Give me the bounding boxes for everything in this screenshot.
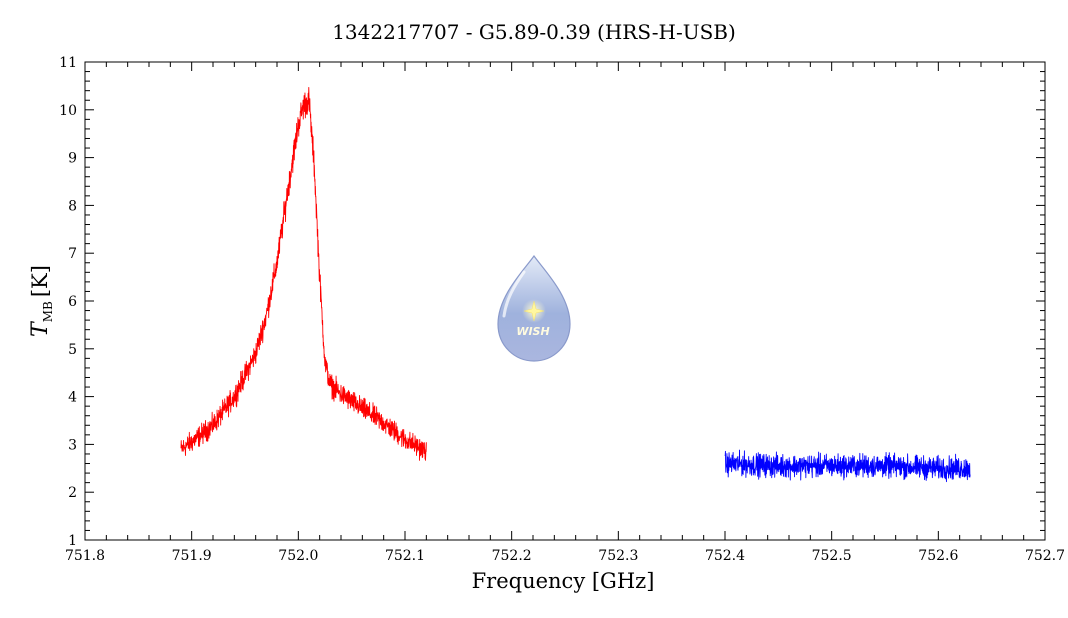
x-axis-label: Frequency [GHz] — [472, 569, 655, 593]
y-tick-label: 9 — [68, 151, 77, 167]
y-tick-label: 3 — [68, 437, 77, 453]
wish-logo: WISH — [497, 254, 571, 362]
x-tick-label: 752.4 — [705, 548, 745, 564]
x-tick-label: 751.9 — [172, 548, 212, 564]
svg-text:TMB[K]: TMB [K] — [28, 265, 55, 337]
chart-title: 1342217707 - G5.89-0.39 (HRS-H-USB) — [332, 20, 736, 44]
x-tick-label: 752.7 — [1025, 548, 1065, 564]
y-axis-label: TMB [K] — [28, 265, 55, 337]
logo-text: WISH — [516, 325, 549, 338]
spectrum-series-1 — [180, 86, 427, 461]
y-tick-label: 11 — [59, 55, 77, 71]
x-tick-label: 752.6 — [918, 548, 958, 564]
y-tick-label: 5 — [68, 342, 77, 358]
x-tick-label: 752.3 — [598, 548, 638, 564]
y-axis-label-symbol: T — [28, 320, 53, 337]
y-tick-label: 4 — [68, 390, 77, 406]
y-tick-label: 7 — [68, 246, 77, 262]
x-tick-label: 751.8 — [65, 548, 105, 564]
y-tick-label: 2 — [68, 485, 77, 501]
x-tick-label: 752.2 — [492, 548, 532, 564]
x-tick-label: 752.5 — [812, 548, 852, 564]
y-tick-label: 6 — [68, 294, 77, 310]
y-axis-label-unit: [K] — [28, 265, 52, 297]
y-tick-label: 1 — [68, 533, 77, 549]
y-tick-label: 8 — [68, 198, 77, 214]
x-axis: 751.8 751.9 752.0 752.1 752.2 752.3 752.4 752.5… — [65, 62, 1065, 564]
series-layer — [180, 86, 971, 483]
y-axis: 1 2 3 4 5 6 7 8 9 10 11 — [59, 55, 1045, 549]
y-tick-label: 10 — [59, 103, 77, 119]
x-tick-label: 752.0 — [278, 548, 318, 564]
y-axis-label-subscript: MB — [41, 301, 55, 322]
spectrum-series-2 — [724, 449, 971, 483]
x-tick-label: 752.1 — [385, 548, 425, 564]
